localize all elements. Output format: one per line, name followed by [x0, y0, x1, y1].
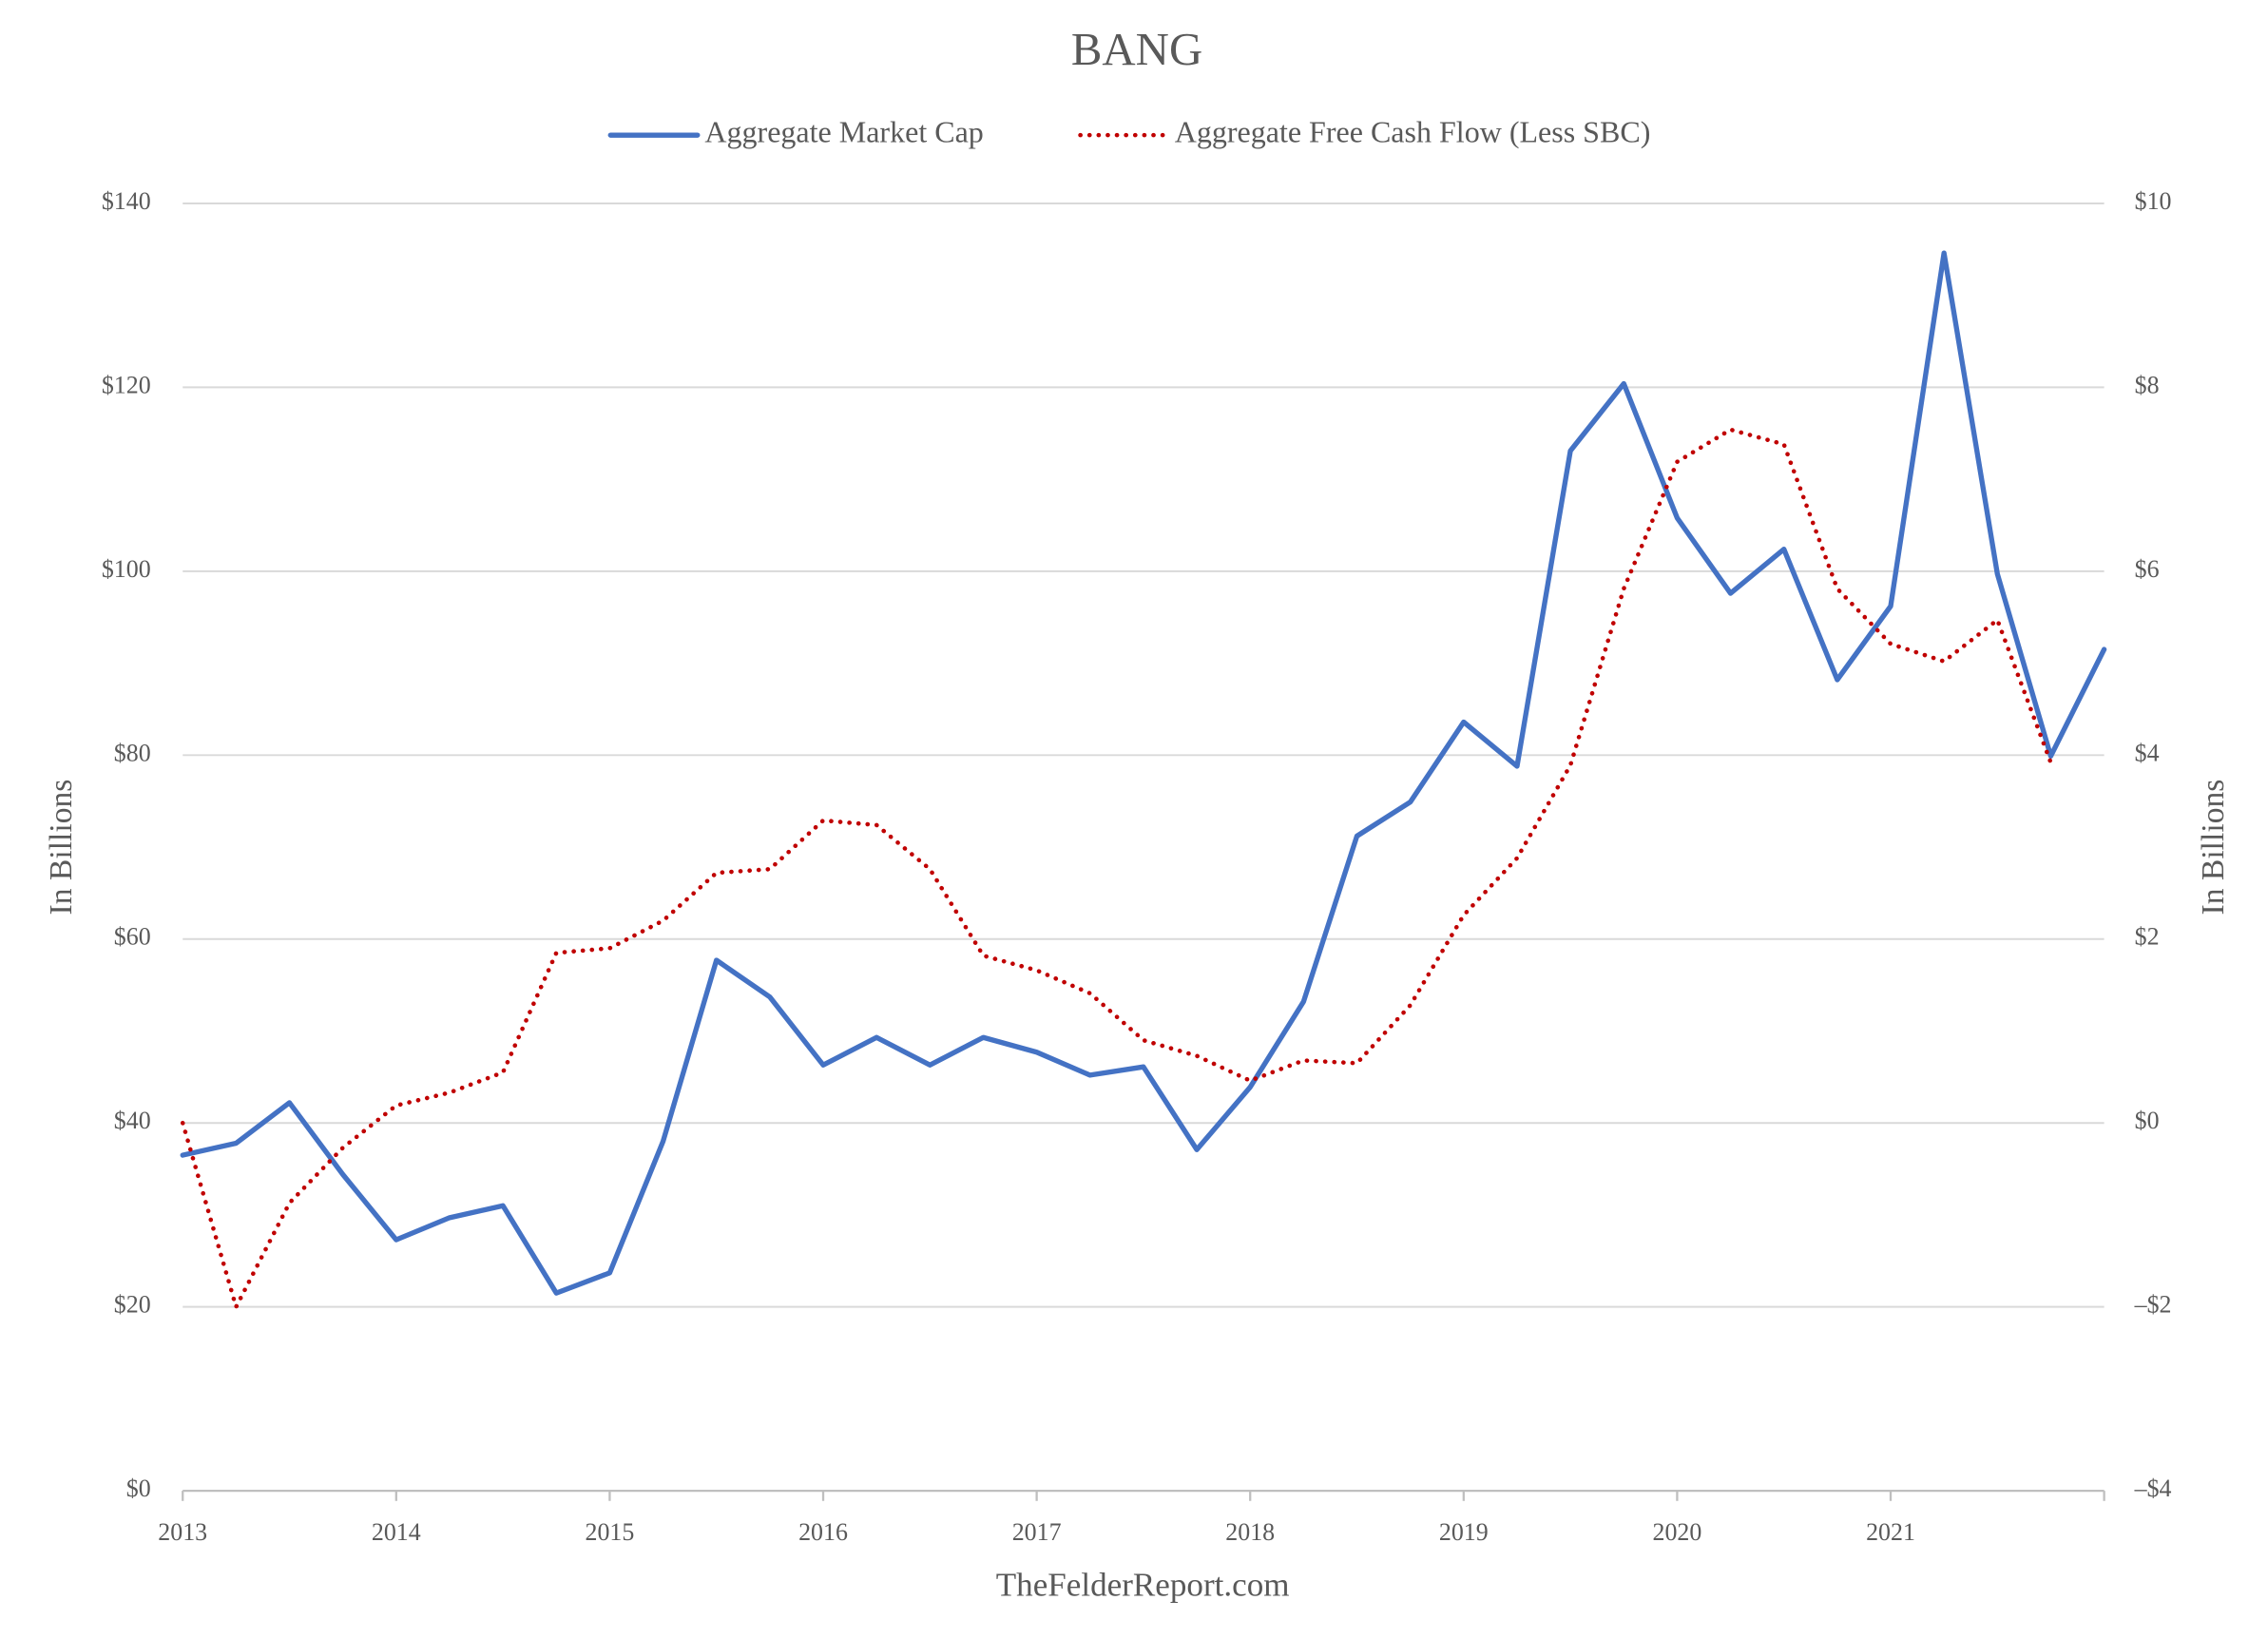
y-tick-label: $40	[114, 1107, 151, 1134]
x-tick-label: 2013	[158, 1518, 207, 1546]
series-line	[180, 250, 2107, 1296]
y2-axis-title: In Billions	[2196, 780, 2231, 916]
y2-tick-label: –$4	[2134, 1475, 2172, 1502]
x-tick-label: 2021	[1866, 1518, 1915, 1546]
y2-tick-label: $6	[2135, 555, 2160, 583]
x-tick-label: 2015	[586, 1518, 635, 1546]
y-tick-label: $20	[114, 1291, 151, 1319]
y2-tick-label: $4	[2135, 739, 2160, 766]
legend-label: Aggregate Market Cap	[704, 114, 983, 148]
y2-tick-label: $8	[2135, 371, 2160, 398]
y2-tick-label: $2	[2135, 923, 2160, 951]
y-tick-label: $80	[114, 739, 151, 766]
y2-tick-label: $10	[2135, 187, 2172, 215]
x-tick-label: 2019	[1439, 1518, 1489, 1546]
y-tick-label: $60	[114, 923, 151, 951]
x-tick-label: 2014	[372, 1518, 421, 1546]
y-tick-label: $0	[126, 1475, 151, 1502]
y2-tick-label: $0	[2135, 1107, 2160, 1134]
legend-label: Aggregate Free Cash Flow (Less SBC)	[1175, 114, 1651, 148]
series-line	[180, 427, 2053, 1309]
y-tick-label: $100	[102, 555, 151, 583]
x-tick-label: 2017	[1012, 1518, 1062, 1546]
y2-tick-label: –$2	[2134, 1291, 2172, 1319]
y-tick-label: $120	[102, 371, 151, 398]
y-tick-label: $140	[102, 187, 151, 215]
source-note: TheFelderReport.com	[996, 1567, 1290, 1604]
x-tick-label: 2018	[1225, 1518, 1275, 1546]
x-tick-label: 2016	[798, 1518, 848, 1546]
x-tick-label: 2020	[1652, 1518, 1701, 1546]
y-axis-title: In Billions	[44, 780, 79, 916]
chart-title: BANG	[1071, 23, 1202, 75]
